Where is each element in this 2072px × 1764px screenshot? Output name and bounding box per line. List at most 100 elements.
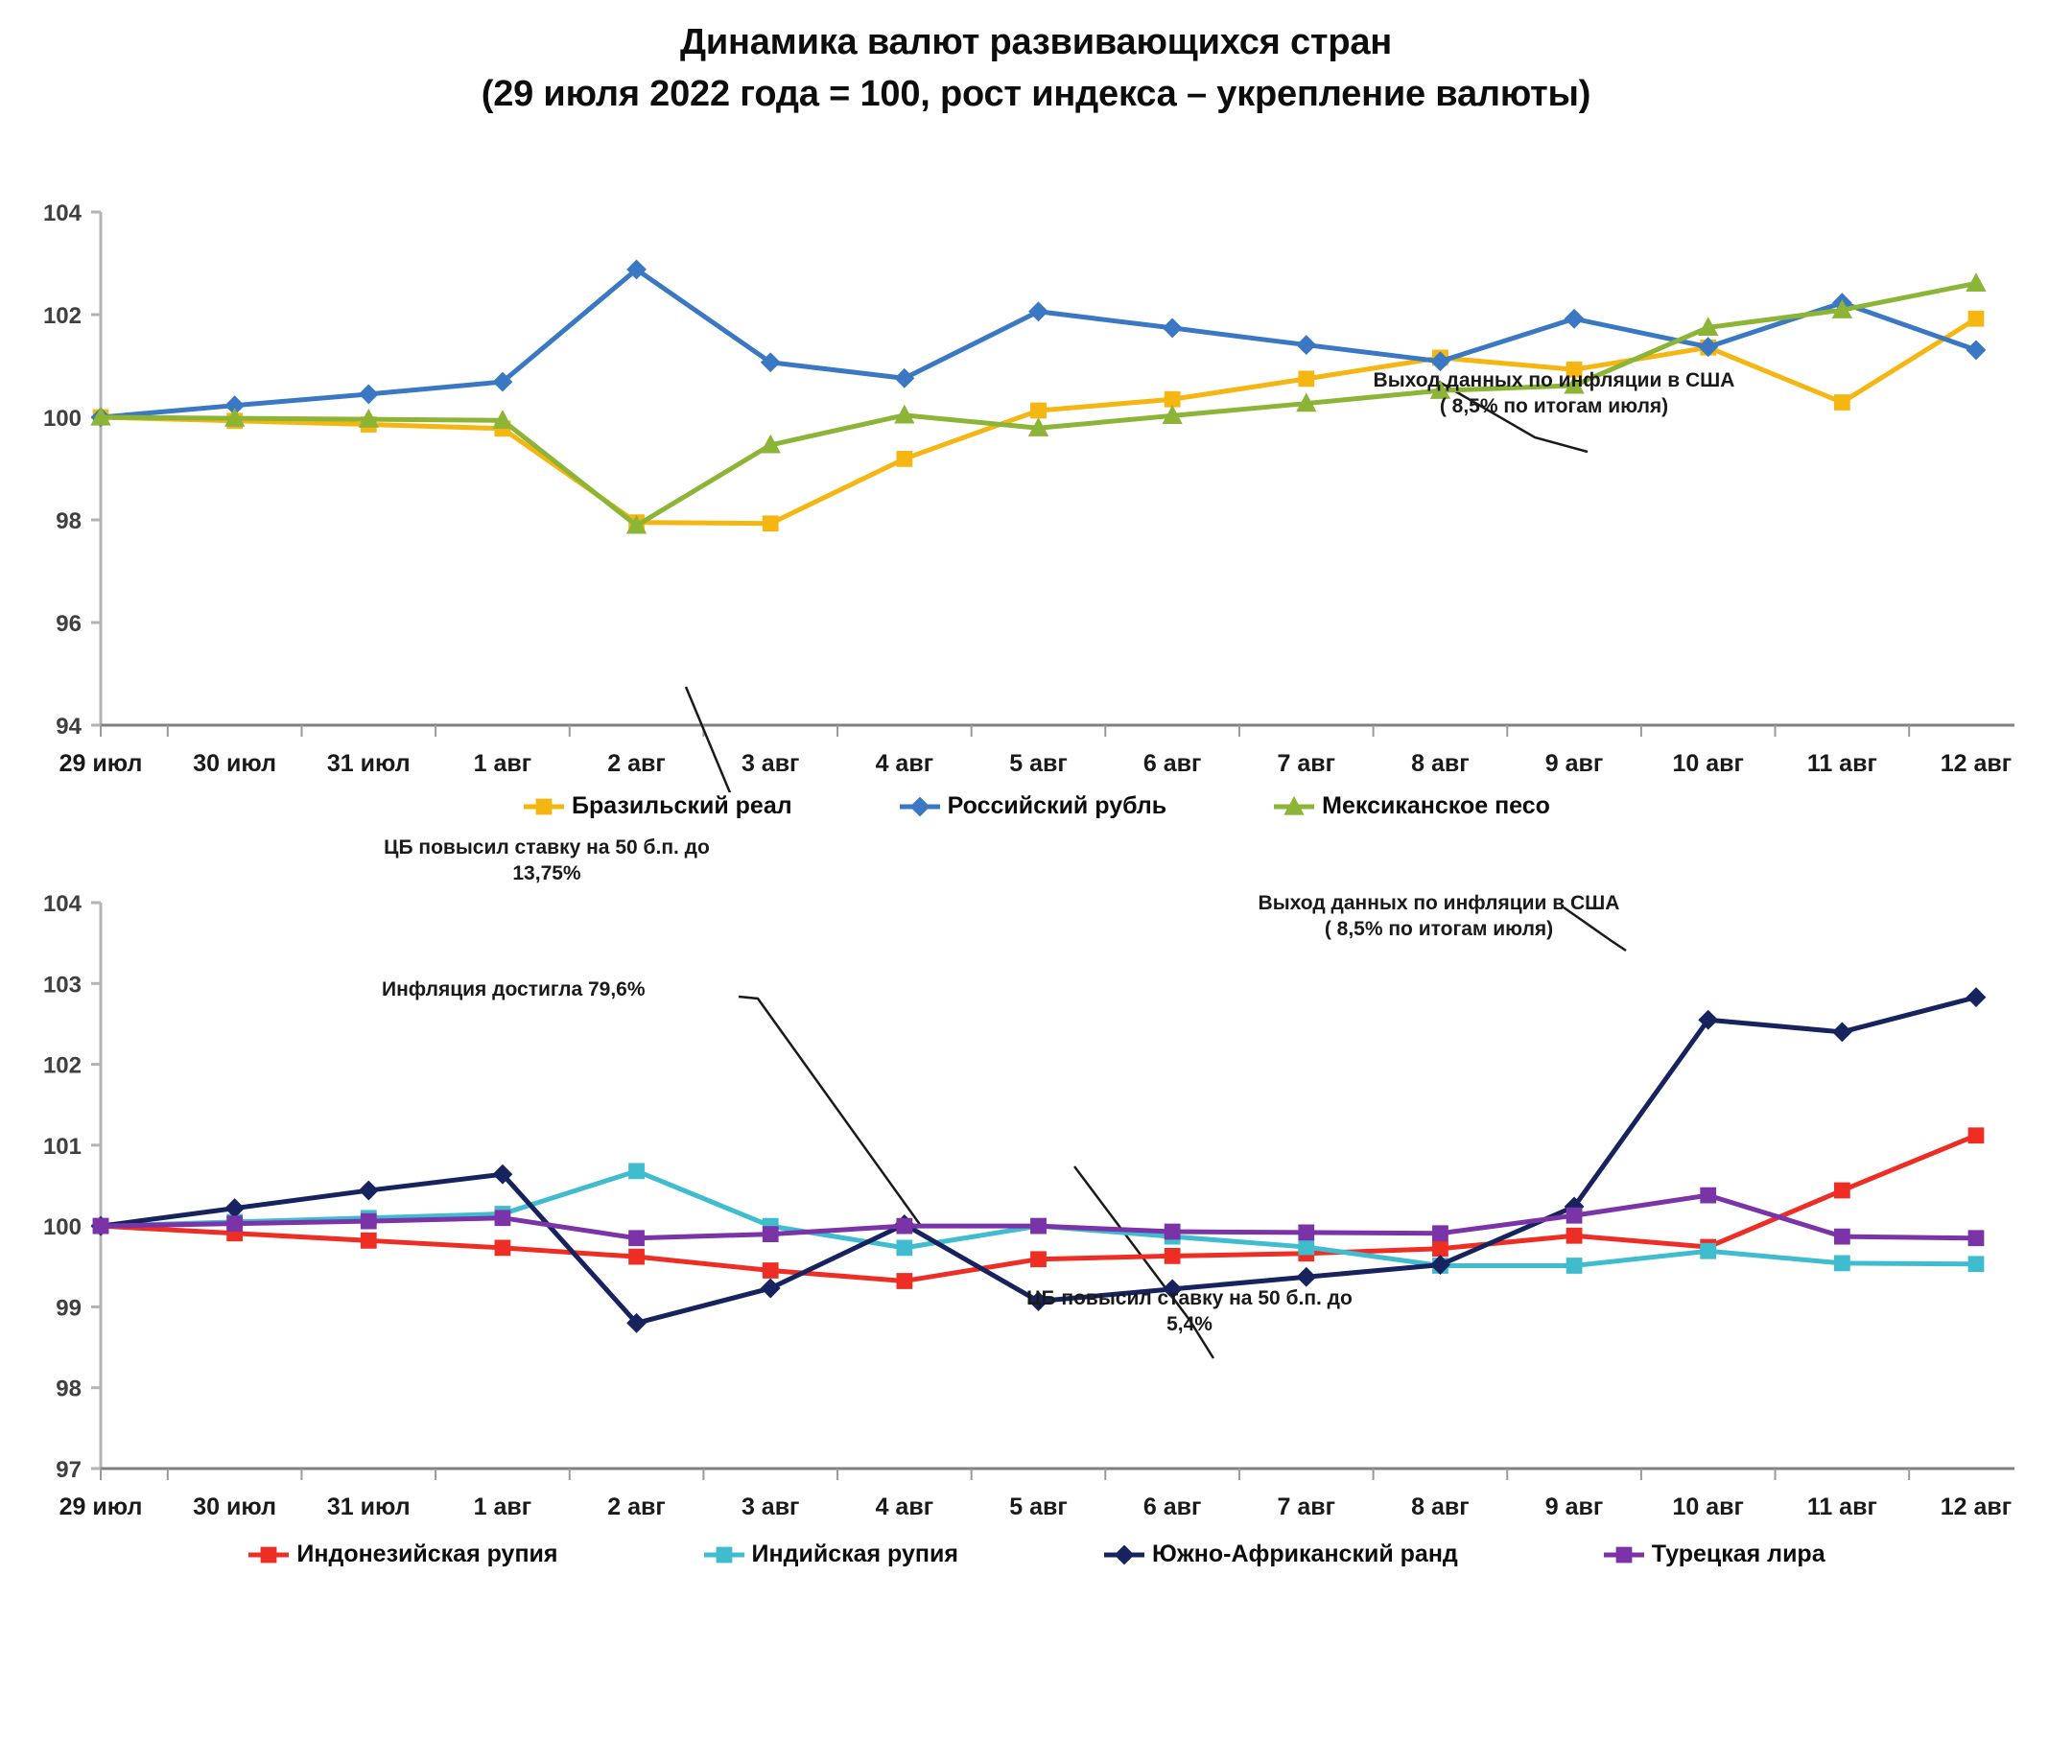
x-axis-tick-label: 31 июл <box>327 750 411 777</box>
annotation-cb-rate-bottom: ЦБ повысил ставку на 50 б.п. до 5,4% <box>1026 1286 1353 1335</box>
x-axis-tick-label: 2 авг <box>607 1494 666 1520</box>
data-point-marker <box>1298 1224 1315 1241</box>
data-point-marker <box>360 1232 377 1249</box>
data-point-marker <box>92 1217 109 1235</box>
legend-label: Мексиканское песо <box>1322 792 1550 820</box>
legend-item[interactable]: Бразильский реал <box>522 794 792 819</box>
chart-top-plot: 94 96 98 100 102 104 29 июл 30 июл 31 июл 1 авг 2 … <box>43 200 2014 792</box>
chart-top-container: 94 96 98 100 102 104 29 июл 30 июл 31 июл 1 авг 2 … <box>0 121 2072 884</box>
x-axis-tick-label: 3 авг <box>742 1494 800 1520</box>
data-point-marker <box>1429 379 1451 399</box>
x-axis-tick-label: 4 авг <box>876 1494 934 1520</box>
legend-marker-icon <box>1274 795 1315 815</box>
data-point-marker <box>358 1180 379 1201</box>
x-axis-tick-label: 1 авг <box>474 750 532 777</box>
data-point-marker <box>760 434 781 454</box>
data-point-marker <box>760 1278 781 1299</box>
page-title-line-2: (29 июля 2022 года = 100, рост индекса –… <box>481 73 1591 114</box>
annotation-usa-inflation-bottom: Выход данных по инфляции в США ( 8,5% по… <box>1258 891 1620 940</box>
y-axis-tick-label: 96 <box>56 611 82 637</box>
chart-top-legend: Бразильский реал Российский рубль Мексикан… <box>0 794 2072 819</box>
y-axis-tick-label: 104 <box>43 200 82 226</box>
x-axis-tick-label: 10 авг <box>1672 1494 1743 1520</box>
data-point-marker <box>1430 1255 1450 1275</box>
y-axis-tick-label: 102 <box>43 1052 82 1078</box>
data-point-marker <box>1967 310 1985 327</box>
data-point-marker <box>492 410 513 429</box>
data-point-marker <box>1566 361 1583 378</box>
y-axis-tick-label: 101 <box>43 1134 82 1160</box>
data-point-marker <box>1833 394 1850 411</box>
data-point-marker <box>1698 337 1719 358</box>
data-point-marker <box>628 1248 645 1265</box>
data-point-marker <box>1028 1291 1048 1311</box>
data-point-marker <box>1298 1238 1315 1256</box>
data-point-marker <box>1700 1187 1717 1204</box>
legend-marker-icon <box>248 1546 290 1564</box>
data-point-marker <box>1698 317 1719 336</box>
data-point-marker <box>360 1212 377 1230</box>
legend-marker-icon <box>1603 1546 1644 1564</box>
x-axis-tick-label: 29 июл <box>59 1494 143 1520</box>
x-axis-tick-label: 8 авг <box>1411 750 1470 777</box>
data-point-marker <box>1164 1223 1181 1240</box>
x-axis-tick-label: 7 авг <box>1278 750 1336 777</box>
data-point-marker <box>894 367 915 388</box>
data-point-marker <box>1430 351 1450 372</box>
data-point-marker <box>1967 1230 1985 1247</box>
chart-title-block: Динамика валют развивающихся стран (29 и… <box>0 0 2072 121</box>
legend-item[interactable]: Мексиканское песо <box>1272 794 1550 819</box>
data-point-marker <box>1833 1182 1850 1199</box>
x-axis-tick-label: 12 авг <box>1941 750 2012 777</box>
x-axis-tick-label: 6 авг <box>1143 750 1202 777</box>
legend-item[interactable]: Российский рубль <box>898 792 1167 820</box>
data-point-marker <box>1296 1266 1317 1287</box>
data-point-marker <box>1833 1255 1850 1272</box>
x-axis-tick-label: 11 авг <box>1807 750 1877 777</box>
data-point-marker <box>1967 1127 1985 1144</box>
legend-item[interactable]: Индийская рупия <box>702 1542 958 1567</box>
y-axis-tick-label: 100 <box>43 1214 82 1240</box>
x-axis-tick-label: 30 июл <box>193 1494 276 1520</box>
legend-item[interactable]: Турецкая лира <box>1602 1542 1825 1567</box>
data-point-marker <box>1298 370 1315 388</box>
data-point-marker <box>626 1312 647 1333</box>
data-point-marker <box>896 1239 913 1257</box>
data-point-marker <box>1966 987 1987 1007</box>
legend-label: Российский рубль <box>947 792 1167 820</box>
legend-label: Южно-Африканский ранд <box>1151 1541 1458 1568</box>
data-point-marker <box>896 1217 913 1235</box>
x-axis-tick-label: 5 авг <box>1009 750 1068 777</box>
data-point-marker <box>1967 1256 1985 1273</box>
data-point-marker <box>1030 1217 1047 1235</box>
data-point-marker <box>1831 298 1853 318</box>
chart-bottom-legend: Индонезийская рупия Индийская рупия Южно-А… <box>0 1542 2072 1567</box>
data-point-marker <box>1566 1207 1583 1224</box>
annotation-usa-inflation-top: Выход данных по инфляции в США ( 8,5% по… <box>1373 368 1735 417</box>
data-point-marker <box>1027 417 1049 436</box>
y-axis-tick-label: 99 <box>56 1295 82 1321</box>
data-point-marker <box>628 1230 645 1247</box>
legend-item[interactable]: Индонезийская рупия <box>247 1542 558 1567</box>
data-point-marker <box>226 1215 244 1232</box>
chart-bottom-container: 97 98 99 100 101 102 103 104 29 июл 30 июл 31 июл 1… <box>0 850 2072 1608</box>
data-point-marker <box>1162 405 1183 424</box>
data-point-marker <box>492 1164 513 1185</box>
y-axis-tick-label: 97 <box>56 1457 82 1483</box>
data-point-marker <box>90 406 111 426</box>
data-point-marker <box>762 1226 779 1242</box>
y-axis-tick-label: 103 <box>43 972 82 998</box>
legend-item[interactable]: Южно-Африканский ранд <box>1102 1542 1458 1567</box>
data-point-marker <box>896 450 913 467</box>
legend-marker-icon <box>899 796 940 817</box>
data-point-marker <box>1831 1022 1852 1043</box>
x-axis-tick-label: 12 авг <box>1941 1494 2012 1520</box>
x-axis-tick-label: 31 июл <box>327 1494 411 1520</box>
x-axis-tick-label: 7 авг <box>1278 1494 1336 1520</box>
x-axis-tick-label: 4 авг <box>876 750 934 777</box>
x-axis-tick-label: 6 авг <box>1143 1494 1202 1520</box>
data-point-marker <box>1164 390 1181 408</box>
data-point-marker <box>1966 340 1987 361</box>
x-axis-tick-label: 3 авг <box>742 750 800 777</box>
y-axis-tick-label: 100 <box>43 406 82 432</box>
